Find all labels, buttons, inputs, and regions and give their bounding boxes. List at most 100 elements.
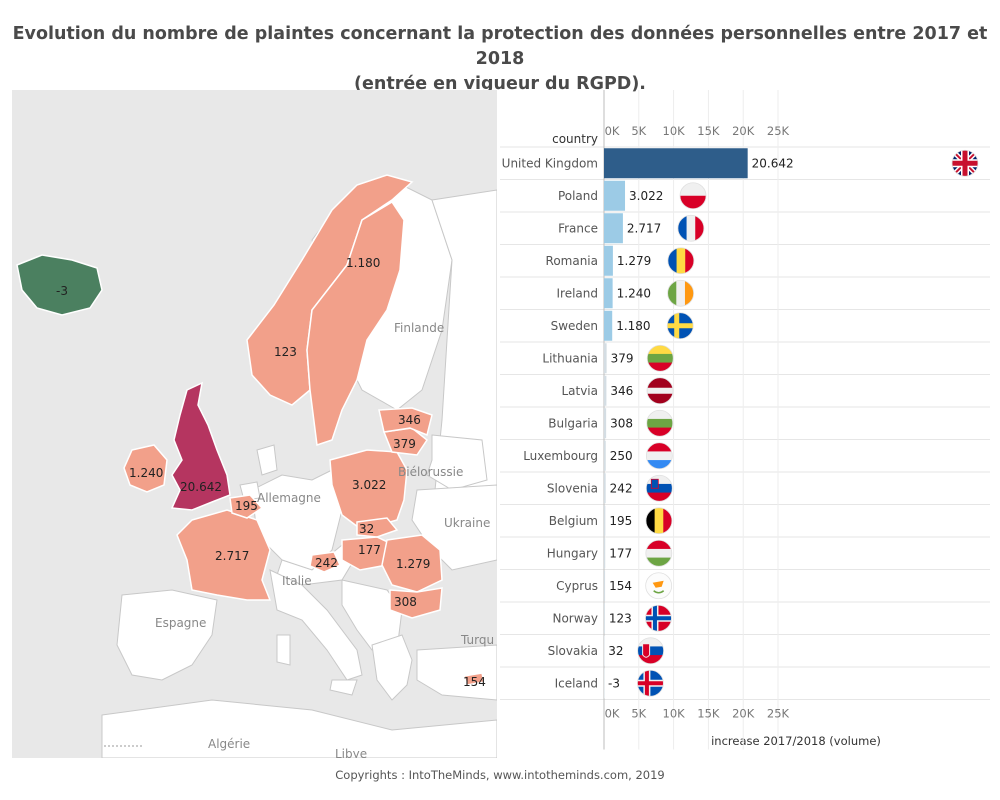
map-value-poland: 3.022	[352, 478, 386, 492]
bar[interactable]	[604, 505, 606, 536]
bar[interactable]	[604, 310, 613, 341]
bar-value-label: 3.022	[629, 189, 663, 203]
map-country-slovenia[interactable]	[309, 551, 342, 573]
x-tick-label-top: 15K	[697, 124, 720, 138]
x-tick-label-top: 0K	[605, 124, 620, 138]
bar-value-label: 379	[611, 351, 634, 365]
bar[interactable]	[604, 245, 613, 276]
map-value-uk: 20.642	[180, 480, 222, 494]
copyright-text: Copyrights : IntoTheMinds, www.intothemi…	[335, 768, 665, 782]
bar[interactable]	[604, 375, 607, 406]
place-label-finland: Finlande	[394, 321, 444, 335]
bar-value-label: 1.279	[617, 254, 651, 268]
map-value-cyprus: 154	[463, 675, 486, 689]
x-tick-label-bottom: 20K	[732, 707, 755, 721]
place-label-germany: Allemagne	[257, 491, 321, 505]
bar[interactable]	[604, 148, 748, 179]
category-label: Bulgaria	[548, 416, 598, 430]
flag-cyprus-icon	[645, 572, 673, 600]
x-tick-label-bottom: 0K	[605, 707, 620, 721]
map-country-cyprus[interactable]	[463, 672, 485, 686]
map-country-bulgaria[interactable]	[389, 587, 443, 619]
bar[interactable]	[604, 538, 606, 569]
bar-value-label: 308	[610, 416, 633, 430]
bar-value-label: 1.240	[617, 286, 651, 300]
bar-value-label: 2.717	[627, 221, 661, 235]
category-label: Lithuania	[542, 351, 598, 365]
title-line-1: Evolution du nombre de plaintes concerna…	[12, 24, 988, 69]
map-country-uk[interactable]	[170, 381, 231, 511]
bar[interactable]	[604, 473, 606, 504]
flag-ireland-icon	[667, 279, 695, 307]
category-label: Romania	[546, 254, 598, 268]
place-label-ukraine: Ukraine	[444, 516, 490, 530]
place-label-italy: Italie	[282, 574, 312, 588]
x-tick-label-bottom: 5K	[631, 707, 646, 721]
bar-value-label: 242	[610, 481, 633, 495]
place-label-belarus: Biélorussie	[398, 465, 463, 479]
row-header-label: country	[552, 132, 598, 146]
bar[interactable]	[604, 408, 607, 439]
map-country-france[interactable]	[176, 509, 272, 601]
category-label: Slovenia	[547, 481, 598, 495]
bar[interactable]	[604, 213, 623, 244]
map-country-belgium[interactable]	[229, 494, 264, 519]
x-tick-label-top: 10K	[663, 124, 686, 138]
bar-value-label: -3	[608, 676, 620, 690]
x-axis-title: increase 2017/2018 (volume)	[711, 734, 881, 748]
category-label: United Kingdom	[502, 156, 598, 170]
map-value-slovenia: 242	[315, 556, 338, 570]
category-label: Cyprus	[556, 579, 598, 593]
flag-france-icon	[677, 214, 705, 242]
bar-value-label: 250	[610, 449, 633, 463]
category-label: Poland	[558, 189, 598, 203]
bar-value-label: 154	[609, 579, 632, 593]
x-tick-label-top: 20K	[732, 124, 755, 138]
category-label: Ireland	[556, 286, 598, 300]
flag-luxembourg-icon	[645, 442, 673, 470]
map-value-slovakia: 32	[359, 522, 374, 536]
map-value-iceland: -3	[56, 284, 68, 298]
map-value-latvia: 346	[398, 413, 421, 427]
bar-value-label: 195	[609, 514, 632, 528]
map-country-sweden[interactable]	[306, 200, 405, 447]
map-country-latvia[interactable]	[378, 407, 433, 437]
map-country-ireland[interactable]	[123, 444, 168, 493]
bar[interactable]	[604, 278, 613, 309]
map-country-romania[interactable]	[381, 534, 443, 593]
map-country-iceland[interactable]	[16, 254, 103, 316]
bar-value-label: 1.180	[616, 319, 650, 333]
flag-belgium-icon	[645, 507, 673, 535]
category-label: Luxembourg	[523, 449, 598, 463]
flag-lithuania-icon	[646, 344, 674, 372]
map-country-poland[interactable]	[329, 449, 408, 531]
map-value-bulgaria: 308	[394, 595, 417, 609]
category-label: Norway	[552, 611, 598, 625]
bar[interactable]	[604, 343, 607, 374]
bar-value-label: 177	[609, 546, 632, 560]
bar[interactable]	[604, 635, 605, 666]
bar[interactable]	[604, 570, 606, 601]
map-country-slovakia[interactable]	[356, 517, 399, 538]
map-value-romania: 1.279	[396, 557, 430, 571]
bar-value-label: 32	[608, 644, 623, 658]
category-label: Latvia	[561, 384, 598, 398]
flag-sweden-icon	[666, 312, 694, 340]
flag-iceland-icon	[636, 669, 664, 697]
bar[interactable]	[603, 668, 605, 699]
map-value-france: 2.717	[215, 549, 249, 563]
flag-uk-icon	[951, 149, 979, 177]
bar[interactable]	[604, 180, 626, 211]
bar[interactable]	[604, 440, 606, 471]
bar[interactable]	[604, 603, 605, 634]
title-line-2: (entrée en vigueur du RGPD).	[354, 74, 646, 94]
flag-slovenia-icon	[645, 474, 673, 502]
flag-hungary-icon	[645, 539, 673, 567]
category-label: Iceland	[555, 676, 598, 690]
europe-map[interactable]: Finlande Allemagne Biélorussie Ukraine I…	[12, 90, 497, 758]
bar-value-label: 123	[609, 611, 632, 625]
x-tick-label-bottom: 25K	[767, 707, 790, 721]
flag-romania-icon	[667, 247, 695, 275]
bar-chart: country increase 2017/2018 (volume) 0K 0K…	[500, 90, 990, 750]
x-tick-label-top: 5K	[631, 124, 646, 138]
